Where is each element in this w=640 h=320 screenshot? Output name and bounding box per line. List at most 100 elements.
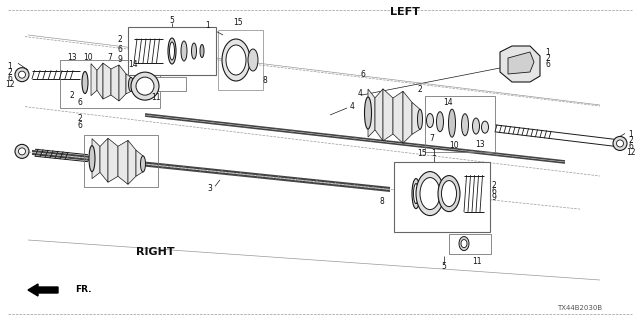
Text: 10: 10: [449, 141, 459, 150]
Polygon shape: [412, 102, 420, 134]
Polygon shape: [111, 65, 119, 101]
Text: 11: 11: [151, 92, 161, 101]
Text: 8: 8: [262, 76, 268, 84]
Ellipse shape: [412, 179, 420, 209]
Text: 2: 2: [70, 91, 74, 100]
Text: 15: 15: [417, 149, 427, 158]
Ellipse shape: [226, 45, 246, 75]
Text: 2: 2: [628, 136, 634, 145]
Polygon shape: [403, 91, 412, 143]
Text: 1: 1: [628, 130, 634, 139]
Text: 8: 8: [380, 197, 385, 206]
Text: 2: 2: [546, 53, 550, 62]
Bar: [128, 27, 216, 75]
Text: 6: 6: [628, 141, 634, 150]
Circle shape: [616, 140, 623, 147]
Ellipse shape: [222, 39, 250, 81]
Polygon shape: [500, 46, 540, 82]
Text: 12: 12: [5, 80, 15, 89]
Text: 4: 4: [349, 101, 355, 110]
Polygon shape: [128, 140, 136, 184]
Bar: [156, 77, 186, 91]
Text: 6: 6: [8, 74, 12, 83]
Circle shape: [613, 136, 627, 150]
Ellipse shape: [472, 118, 479, 134]
Text: 10: 10: [83, 53, 93, 62]
Text: 4: 4: [358, 89, 362, 98]
Circle shape: [19, 71, 26, 78]
Ellipse shape: [461, 114, 468, 136]
Circle shape: [131, 72, 159, 100]
Ellipse shape: [141, 156, 145, 172]
Text: 2: 2: [492, 181, 497, 190]
Ellipse shape: [438, 176, 460, 212]
FancyArrow shape: [28, 284, 58, 296]
Ellipse shape: [461, 240, 467, 248]
Ellipse shape: [481, 121, 488, 133]
Text: 6: 6: [492, 187, 497, 196]
Text: TX44B2030B: TX44B2030B: [557, 305, 603, 311]
Polygon shape: [91, 64, 97, 96]
Ellipse shape: [426, 114, 433, 127]
Text: 1: 1: [546, 47, 550, 57]
Text: 9: 9: [492, 193, 497, 202]
Ellipse shape: [168, 38, 176, 64]
Text: 6: 6: [545, 60, 550, 68]
Ellipse shape: [191, 43, 196, 59]
Ellipse shape: [413, 184, 419, 204]
Text: 6: 6: [360, 70, 365, 79]
Bar: [218, 30, 263, 90]
Ellipse shape: [420, 178, 440, 210]
Text: 2: 2: [418, 85, 422, 94]
Text: 9: 9: [118, 54, 122, 63]
Text: 2: 2: [77, 114, 83, 123]
Ellipse shape: [449, 109, 456, 137]
Text: 1: 1: [431, 149, 436, 158]
Ellipse shape: [416, 172, 444, 216]
Ellipse shape: [129, 77, 134, 92]
Text: 1: 1: [205, 20, 211, 29]
Polygon shape: [368, 89, 375, 137]
Ellipse shape: [459, 236, 469, 251]
Ellipse shape: [417, 109, 422, 129]
Bar: [449, 234, 491, 253]
Polygon shape: [92, 139, 100, 179]
Circle shape: [15, 144, 29, 158]
Polygon shape: [508, 52, 534, 74]
Text: LEFT: LEFT: [390, 7, 420, 17]
Bar: [394, 162, 490, 232]
Polygon shape: [126, 74, 131, 94]
Bar: [60, 60, 160, 108]
Text: 6: 6: [77, 98, 83, 107]
Polygon shape: [103, 63, 111, 99]
Ellipse shape: [436, 112, 444, 132]
Text: 1: 1: [8, 62, 12, 71]
Text: 11: 11: [472, 257, 482, 266]
Text: 7: 7: [108, 53, 113, 62]
Text: 15: 15: [233, 18, 243, 27]
Text: 5: 5: [442, 262, 447, 271]
Text: FR.: FR.: [75, 285, 92, 294]
Text: 14: 14: [128, 60, 138, 69]
Circle shape: [19, 148, 26, 155]
Text: 14: 14: [443, 98, 453, 107]
Polygon shape: [393, 91, 403, 143]
Circle shape: [136, 77, 154, 95]
Text: 6: 6: [118, 44, 122, 53]
Ellipse shape: [200, 44, 204, 58]
Text: 5: 5: [170, 15, 175, 25]
Text: 13: 13: [67, 53, 77, 62]
Polygon shape: [100, 138, 108, 182]
Polygon shape: [118, 140, 128, 184]
Ellipse shape: [442, 180, 456, 207]
Text: 12: 12: [627, 148, 636, 156]
Text: 6: 6: [77, 121, 83, 130]
Polygon shape: [375, 89, 383, 141]
Bar: [425, 96, 495, 152]
Text: 13: 13: [475, 140, 485, 149]
Polygon shape: [119, 65, 126, 101]
Ellipse shape: [170, 42, 175, 60]
Text: 2: 2: [118, 35, 122, 44]
Ellipse shape: [89, 146, 95, 172]
Text: RIGHT: RIGHT: [136, 247, 174, 257]
